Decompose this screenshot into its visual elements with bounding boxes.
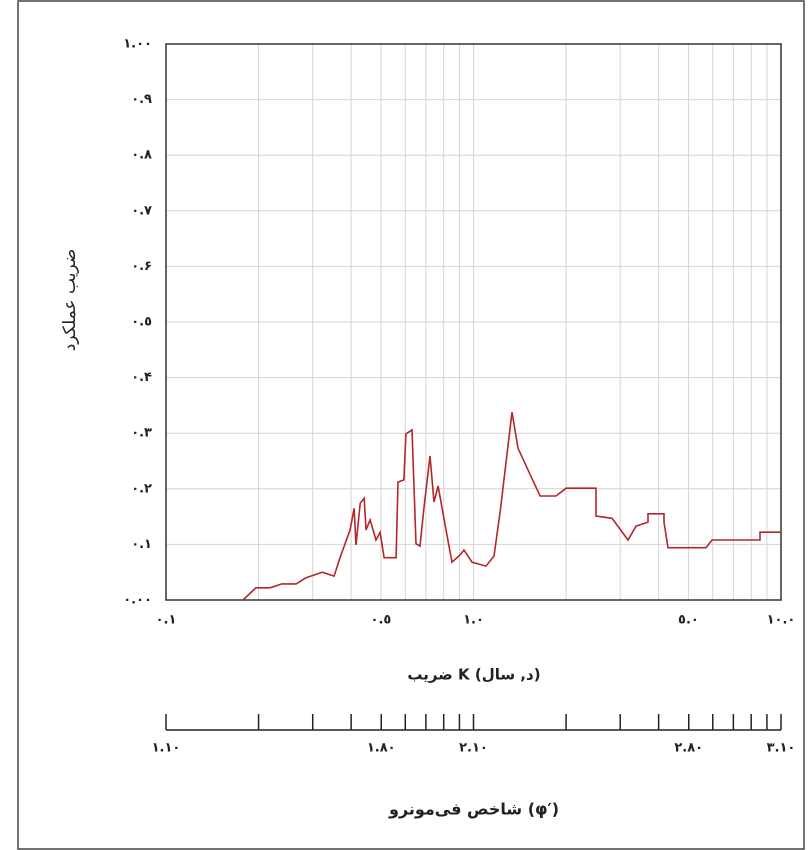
x-tick-label: ۰.٥ — [371, 613, 392, 628]
x-axis-label: ضریب K (د, سال) — [407, 666, 540, 684]
y-tick-label: ۰.۱ — [131, 537, 152, 552]
x2-tick-label: ۳.۱۰ — [767, 741, 796, 756]
x2-tick-label: ۱.۸۰ — [367, 741, 396, 756]
y-tick-label: ۰.٥ — [131, 315, 152, 330]
x2-tick-label: ۱.۱۰ — [152, 741, 181, 756]
y-tick-label: ۰.۸ — [131, 148, 152, 163]
y-tick-label: ۰.۲ — [131, 481, 152, 496]
y-tick-label: ۰.۴ — [131, 370, 152, 385]
x-tick-label: ۱.۰ — [463, 613, 484, 628]
y-tick-label: ۰.۷ — [131, 203, 152, 218]
x2-tick-label: ۲.۸۰ — [674, 741, 703, 756]
plot-frame — [165, 43, 782, 601]
x2-axis-label: شاخص فی‌مونرو (φ′) — [388, 800, 559, 819]
x2-tick-label: ۲.۱۰ — [459, 741, 488, 756]
y-tick-label: ۱.۰۰ — [123, 37, 152, 52]
y-axis-label: ضریب عملکرد — [60, 249, 80, 352]
y-tick-label: ۰.۳ — [131, 426, 152, 441]
x-tick-label: ٥.۰ — [678, 613, 699, 628]
x-tick-label: ۱۰.۰ — [767, 613, 796, 628]
data-line — [242, 411, 781, 601]
y-tick-label: ۰.۹ — [131, 92, 152, 107]
y-tick-label: ۰.۰۰ — [123, 593, 152, 608]
frame — [17, 0, 805, 850]
y-tick-label: ۰.۶ — [131, 259, 152, 274]
x-tick-label: ۰.۱ — [156, 613, 177, 628]
